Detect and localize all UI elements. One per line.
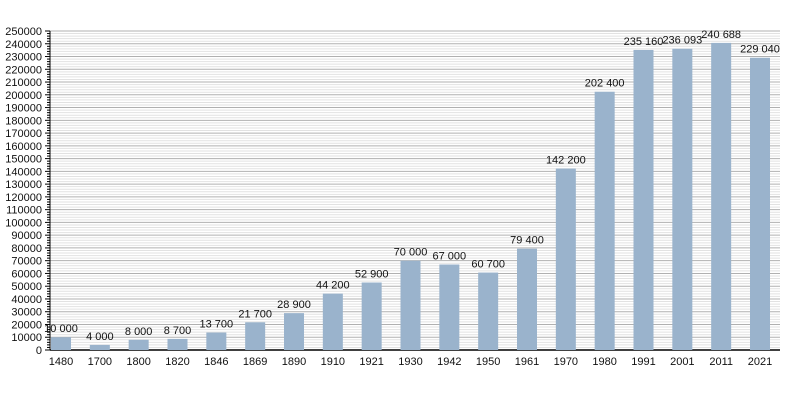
bar-1846 [206, 332, 227, 350]
data-label: 10 000 [44, 323, 78, 335]
bar-1950 [478, 272, 499, 350]
y-tick-label: 240000 [5, 39, 42, 51]
data-label: 236 093 [662, 35, 702, 47]
data-label: 13 700 [200, 319, 234, 331]
y-tick-label: 10000 [11, 332, 42, 344]
bar-1869 [245, 322, 266, 350]
y-tick-label: 100000 [5, 217, 42, 229]
y-tick-label: 140000 [5, 166, 42, 178]
y-tick-label: 160000 [5, 141, 42, 153]
data-label: 229 040 [740, 44, 780, 56]
y-tick-label: 110000 [6, 205, 42, 217]
data-label: 240 688 [701, 29, 741, 41]
data-label: 52 900 [355, 268, 389, 280]
data-label: 8 000 [125, 326, 153, 338]
y-tick-label: 20000 [11, 319, 42, 331]
y-tick-label: 210000 [5, 77, 42, 89]
y-tick-label: 250000 [5, 26, 42, 38]
y-tick-label: 50000 [11, 281, 42, 293]
bar-1930 [400, 260, 421, 350]
bar-1921 [361, 282, 382, 350]
y-tick-label: 150000 [5, 154, 42, 166]
bar-1961 [517, 248, 537, 350]
bar-1942 [439, 264, 460, 350]
x-tick-label: 1921 [359, 356, 383, 368]
bar-1820 [167, 338, 188, 350]
x-tick-label: 1991 [631, 356, 655, 368]
y-tick-label: 70000 [11, 256, 42, 268]
x-tick-label: 1950 [476, 356, 500, 368]
bar-1890 [284, 313, 304, 350]
y-tick-label: 120000 [5, 192, 42, 204]
x-tick-label: 1700 [88, 356, 112, 368]
y-tick-label: 230000 [5, 52, 42, 64]
bar-2021 [750, 57, 770, 350]
data-label: 28 900 [277, 299, 311, 311]
bar-2001 [672, 48, 693, 350]
y-tick-label: 60000 [11, 268, 42, 280]
y-tick-label: 0 [36, 345, 42, 357]
y-tick-label: 180000 [5, 115, 42, 127]
bar-1970 [555, 168, 576, 350]
data-label: 67 000 [433, 251, 467, 263]
y-tick-label: 130000 [5, 179, 42, 191]
x-tick-label: 1869 [243, 356, 267, 368]
y-tick-label: 90000 [11, 230, 42, 242]
x-tick-label: 1820 [165, 356, 189, 368]
y-tick-label: 190000 [5, 103, 42, 115]
x-tick-label: 1961 [515, 356, 539, 368]
y-tick-label: 220000 [5, 64, 42, 76]
data-label: 142 200 [546, 155, 586, 167]
y-tick-label: 40000 [11, 294, 42, 306]
x-tick-label: 1910 [321, 356, 345, 368]
data-label: 79 400 [510, 235, 544, 247]
y-tick-label: 80000 [11, 243, 42, 255]
x-tick-label: 1480 [49, 356, 73, 368]
bar-1980 [594, 91, 615, 350]
y-tick-label: 170000 [5, 128, 42, 140]
x-tick-label: 1970 [554, 356, 578, 368]
x-tick-label: 1846 [204, 356, 228, 368]
bar-1800 [128, 339, 149, 350]
data-label: 8 700 [164, 325, 192, 337]
x-tick-label: 2011 [709, 356, 733, 368]
x-tick-label: 1980 [592, 356, 616, 368]
bar-2011 [711, 42, 732, 350]
x-tick-label: 1930 [398, 356, 422, 368]
x-tick-label: 1942 [437, 356, 461, 368]
bar-1480 [51, 337, 71, 350]
x-tick-label: 2001 [670, 356, 694, 368]
x-tick-label: 1800 [126, 356, 150, 368]
data-label: 4 000 [86, 331, 114, 343]
y-tick-label: 200000 [5, 90, 42, 102]
data-label: 44 200 [316, 280, 350, 292]
data-label: 70 000 [394, 247, 428, 259]
data-label: 21 700 [238, 308, 272, 320]
y-tick-label: 30000 [11, 307, 42, 319]
x-tick-label: 1890 [282, 356, 306, 368]
data-label: 60 700 [471, 259, 505, 271]
bar-1991 [633, 49, 654, 350]
bar-1910 [322, 293, 343, 350]
data-label: 202 400 [585, 78, 625, 90]
bar-1700 [89, 344, 110, 350]
data-label: 235 160 [624, 36, 664, 48]
x-tick-label: 2021 [748, 356, 772, 368]
